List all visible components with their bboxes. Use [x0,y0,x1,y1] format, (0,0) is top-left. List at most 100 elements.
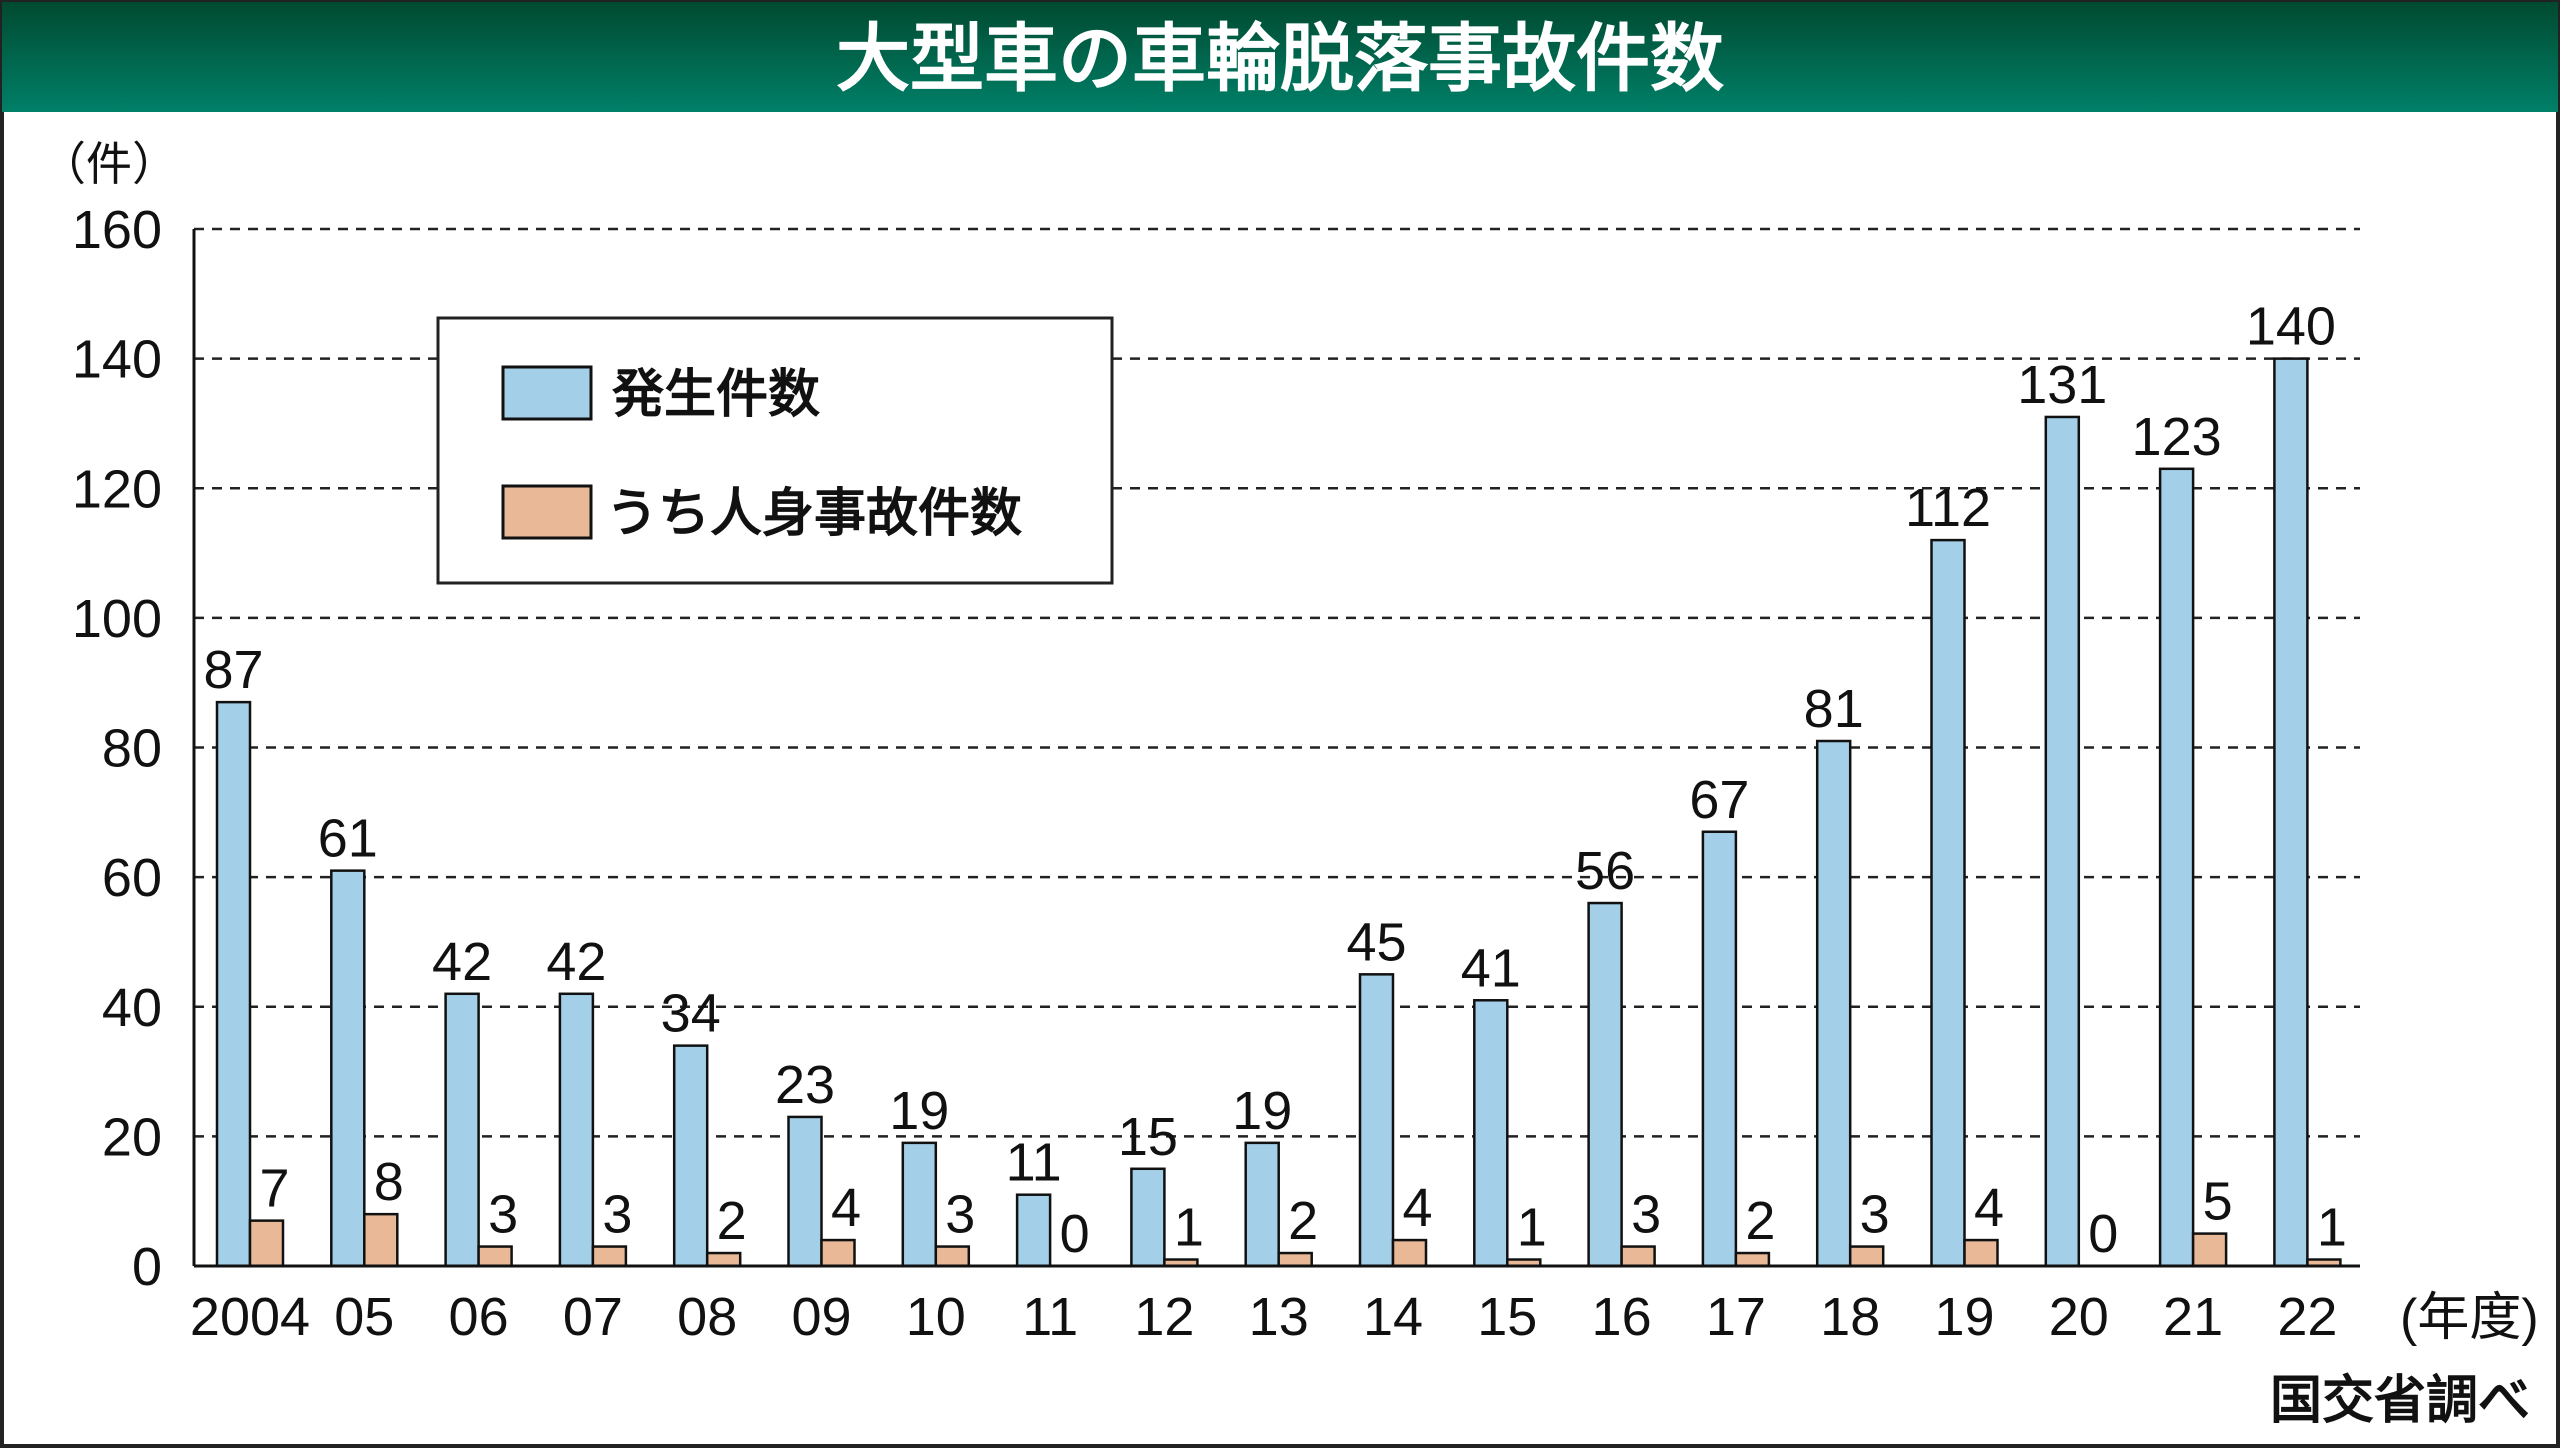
data-label-injury: 2 [1745,1191,1775,1251]
data-label-injury: 4 [831,1178,861,1238]
bar-injury [248,1219,285,1268]
data-label-occurrences: 41 [1461,938,1521,998]
bar-occurrences [1244,1141,1280,1268]
data-label-occurrences: 123 [2132,407,2222,467]
data-label-injury: 7 [259,1159,289,1219]
x-tick-label: 19 [1934,1287,1994,1347]
data-label-occurrences: 19 [889,1081,949,1141]
bar-occurrences [2044,415,2081,1268]
data-label-injury: 5 [2203,1172,2233,1232]
y-tick-label: 140 [72,330,162,390]
data-label-occurrences: 23 [775,1055,835,1115]
data-label-occurrences: 81 [1804,679,1864,739]
legend: 発生件数 うち人身事故件数 [436,316,1114,585]
data-label-injury: 4 [1402,1178,1432,1238]
x-tick-label: 2004 [190,1287,310,1347]
legend-label-injury: うち人身事故件数 [606,485,1022,543]
data-label-occurrences: 19 [1232,1081,1292,1141]
title-bar [2,2,2558,112]
y-tick-label: 20 [102,1107,162,1167]
y-axis-label: （件） [40,138,178,190]
y-tick-label: 0 [132,1237,162,1297]
x-tick-label: 21 [2163,1287,2223,1347]
legend-swatch-injury [501,484,593,540]
y-tick-label: 40 [102,978,162,1038]
data-label-occurrences: 67 [1689,770,1749,830]
x-tick-label: 22 [2277,1287,2337,1347]
data-label-occurrences: 140 [2246,297,2336,357]
x-tick-label: 10 [906,1287,966,1347]
bar-occurrences [215,700,252,1268]
data-label-injury: 4 [1974,1178,2004,1238]
data-label-injury: 3 [602,1185,632,1245]
bar-occurrences [901,1141,938,1268]
x-tick-label: 17 [1706,1287,1766,1347]
bar-injury [1391,1238,1428,1268]
bar-injury [1620,1245,1656,1268]
y-tick-label: 80 [102,719,162,779]
data-label-injury: 2 [717,1191,747,1251]
bar-occurrences [787,1115,823,1268]
data-label-occurrences: 87 [203,640,263,700]
data-label-injury: 8 [374,1152,404,1212]
data-label-injury: 1 [2317,1198,2347,1258]
data-label-injury: 1 [1517,1198,1547,1258]
data-label-injury: 0 [1060,1204,1090,1264]
bar-occurrences [1701,830,1738,1268]
source-note: 国交省調べ [2270,1372,2530,1430]
bar-occurrences [1130,1167,1166,1268]
x-tick-label: 09 [791,1287,851,1347]
data-label-injury: 3 [488,1185,518,1245]
data-label-injury: 3 [1860,1185,1890,1245]
data-label-occurrences: 45 [1346,912,1406,972]
data-label-occurrences: 42 [546,932,606,992]
x-tick-label: 14 [1363,1287,1423,1347]
bar-occurrences [444,992,480,1268]
bar-occurrences [558,992,595,1268]
bar-injury [363,1212,399,1268]
legend-swatch-occurrences [501,365,593,421]
bar-occurrences [1358,973,1395,1268]
bar-injury [2191,1232,2228,1268]
x-tick-label: 12 [1134,1287,1194,1347]
bar-injury [477,1245,513,1268]
y-tick-label: 120 [72,459,162,519]
data-label-injury: 3 [945,1185,975,1245]
y-tick-label: 100 [72,589,162,649]
bar-injury [1963,1238,1999,1268]
x-tick-label: 11 [1022,1287,1078,1347]
x-tick-label: 15 [1477,1287,1537,1347]
data-label-occurrences: 34 [661,984,721,1044]
data-label-injury: 2 [1288,1191,1318,1251]
data-label-occurrences: 11 [1006,1133,1062,1193]
x-tick-label: 07 [563,1287,623,1347]
data-label-injury: 0 [2088,1204,2118,1264]
data-label-occurrences: 112 [1905,478,1991,538]
chart-title: 大型車の車輪脱落事故件数 [836,17,1724,100]
bar-injury [591,1245,628,1268]
bar-injury [934,1245,971,1268]
bar-injury [1848,1245,1885,1268]
y-tick-label: 160 [72,200,162,260]
data-label-injury: 3 [1631,1185,1661,1245]
bar-occurrences [2158,467,2195,1268]
bar-injury [1277,1251,1313,1268]
x-tick-label: 08 [677,1287,737,1347]
data-label-occurrences: 15 [1118,1107,1178,1167]
data-label-injury: 1 [1174,1198,1204,1258]
data-label-occurrences: 61 [318,809,378,869]
bar-occurrences [1815,739,1852,1268]
x-tick-label: 16 [1592,1287,1652,1347]
bar-occurrences [330,869,366,1268]
bar-occurrences [1015,1193,1052,1268]
bar-occurrences [1587,901,1623,1268]
bar-occurrences [1930,538,1966,1268]
bar-occurrences [1473,999,1509,1268]
data-label-occurrences: 56 [1575,841,1635,901]
bar-injury [820,1238,856,1268]
bar-injury [1734,1251,1771,1268]
x-axis-unit-label: (年度) [2400,1289,2539,1347]
x-tick-label: 06 [449,1287,509,1347]
